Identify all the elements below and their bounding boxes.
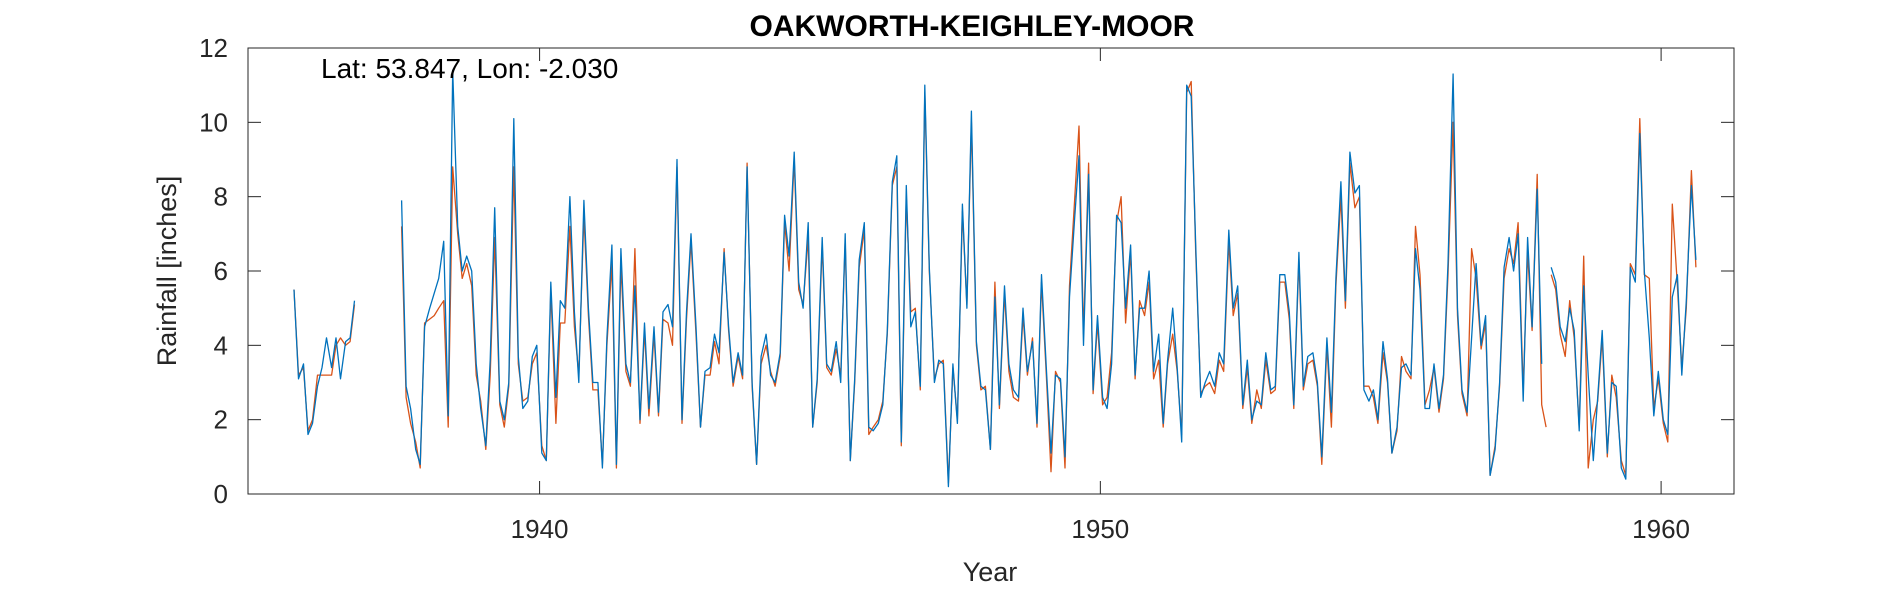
chart-title: OAKWORTH-KEIGHLEY-MOOR [750, 10, 1195, 43]
y-tick-label: 12 [199, 33, 228, 63]
location-annotation: Lat: 53.847, Lon: -2.030 [321, 53, 618, 84]
y-tick-label: 0 [214, 479, 228, 509]
x-tick-label: 1960 [1632, 514, 1690, 544]
x-tick-label: 1940 [511, 514, 569, 544]
y-tick-label: 4 [214, 330, 228, 360]
y-tick-label: 2 [214, 405, 228, 435]
y-tick-label: 8 [214, 182, 228, 212]
series-line-0 [400, 69, 1543, 488]
y-tick-label: 10 [199, 107, 228, 137]
x-tick-label: 1950 [1071, 514, 1129, 544]
series-line-0 [1550, 132, 1697, 480]
tick-layer: 0 2 4 6 8 10 12 1940 1950 1960 [199, 33, 1734, 544]
y-axis-label: Rainfall [inches] [152, 176, 182, 367]
series-layer [293, 69, 1697, 488]
series-line-0 [293, 289, 356, 436]
y-tick-label: 6 [214, 256, 228, 286]
x-axis-label: Year [963, 557, 1018, 587]
